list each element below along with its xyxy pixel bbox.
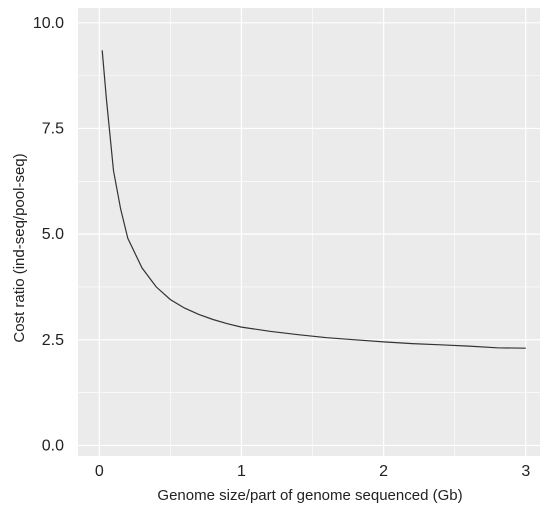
y-tick-label: 2.5 — [42, 332, 64, 349]
x-tick-label: 1 — [237, 463, 246, 480]
y-tick-label: 0.0 — [42, 437, 64, 454]
x-axis-label: Genome size/part of genome sequenced (Gb… — [157, 487, 462, 504]
major-gridlines — [78, 8, 540, 456]
y-axis-ticks: 0.0 2.5 5.0 7.5 10.0 — [33, 15, 64, 455]
y-axis-label: Cost ratio (ind-seq/pool-seq) — [11, 153, 28, 342]
x-tick-label: 3 — [521, 463, 530, 480]
cost-ratio-line — [101, 50, 526, 349]
y-tick-label: 5.0 — [42, 226, 64, 243]
plot-panel — [78, 8, 540, 456]
x-tick-label: 0 — [95, 463, 104, 480]
y-tick-label: 7.5 — [42, 120, 64, 137]
x-axis-ticks: 0 1 2 3 — [95, 463, 530, 480]
y-tick-label: 10.0 — [33, 15, 64, 32]
x-tick-label: 2 — [379, 463, 388, 480]
minor-gridlines — [78, 8, 540, 456]
